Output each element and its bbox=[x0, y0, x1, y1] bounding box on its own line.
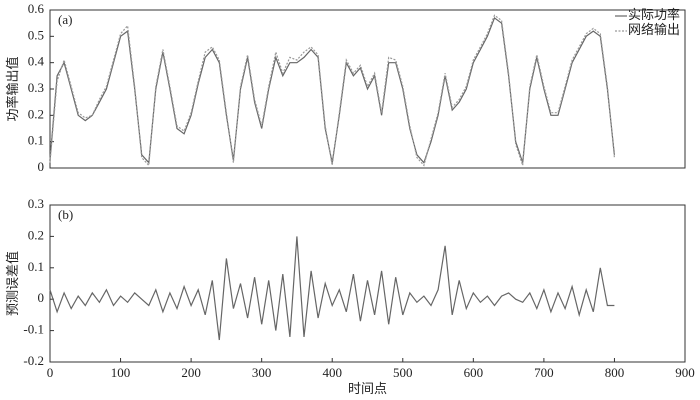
panel-label: (a) bbox=[58, 12, 72, 27]
y-tick-label: -0.2 bbox=[23, 353, 44, 368]
x-tick-label: 700 bbox=[534, 365, 554, 380]
y-tick-label: -0.1 bbox=[23, 322, 44, 337]
y-axis-label: 预测误差值 bbox=[5, 251, 20, 316]
x-tick-label: 600 bbox=[464, 365, 484, 380]
x-tick-label: 300 bbox=[252, 365, 272, 380]
series-line bbox=[49, 236, 615, 341]
x-tick-label: 100 bbox=[111, 365, 131, 380]
y-tick-label: 0.2 bbox=[28, 106, 44, 121]
panel-label: (b) bbox=[58, 207, 73, 222]
y-tick-label: 0.1 bbox=[28, 259, 44, 274]
y-tick-label: 0.3 bbox=[28, 196, 44, 211]
y-tick-label: 0.6 bbox=[28, 1, 45, 16]
x-tick-label: 200 bbox=[181, 365, 201, 380]
x-tick-label: 500 bbox=[393, 365, 413, 380]
y-tick-label: 0.2 bbox=[28, 227, 44, 242]
x-axis-label: 时间点 bbox=[348, 381, 387, 396]
x-tick-label: 0 bbox=[47, 365, 54, 380]
y-tick-label: 0.5 bbox=[28, 27, 44, 42]
x-tick-label: 400 bbox=[322, 365, 342, 380]
series-line bbox=[49, 14, 615, 167]
y-tick-label: 0 bbox=[38, 159, 45, 174]
y-tick-label: 0.3 bbox=[28, 80, 44, 95]
y-tick-label: 0.4 bbox=[28, 54, 45, 69]
x-tick-label: 800 bbox=[605, 365, 625, 380]
plot-frame bbox=[49, 204, 686, 363]
legend-label: 网络输出 bbox=[628, 22, 680, 37]
legend-label: 实际功率 bbox=[628, 7, 680, 22]
y-tick-label: 0 bbox=[38, 290, 45, 305]
y-tick-label: 0.1 bbox=[28, 133, 44, 148]
x-tick-label: 900 bbox=[675, 365, 695, 380]
y-axis-label: 功率输出值 bbox=[5, 56, 20, 121]
